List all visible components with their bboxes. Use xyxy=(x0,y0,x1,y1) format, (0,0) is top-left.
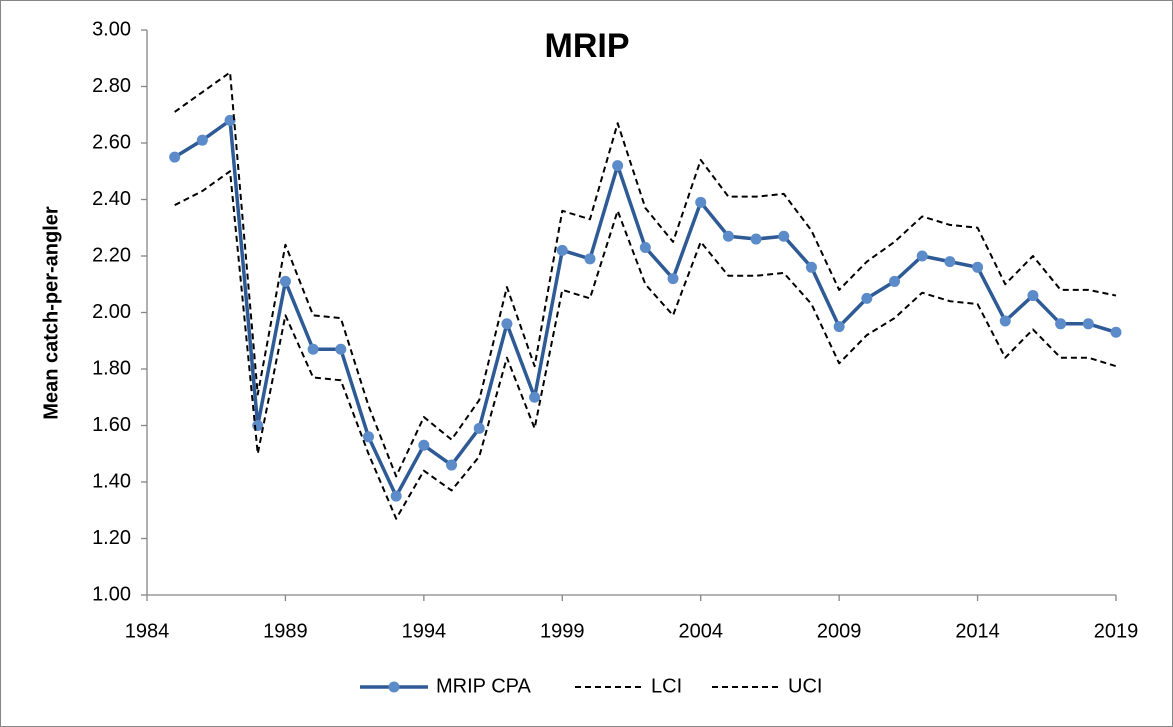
point xyxy=(473,422,485,434)
point xyxy=(1027,290,1039,302)
point xyxy=(999,315,1011,327)
x-tick-label: 2014 xyxy=(955,620,1000,642)
point xyxy=(1110,326,1122,338)
chart-title: MRIP xyxy=(545,27,630,65)
y-tick-label: 2.20 xyxy=(92,244,131,266)
point xyxy=(667,273,679,285)
x-tick-label: 1989 xyxy=(263,620,308,642)
x-tick-label: 2004 xyxy=(678,620,723,642)
ci-line xyxy=(174,170,1117,520)
point xyxy=(446,459,458,471)
x-tick-label: 2009 xyxy=(817,620,862,642)
legend-label: LCI xyxy=(651,675,682,697)
y-tick-label: 1.00 xyxy=(92,583,131,605)
point xyxy=(252,420,264,431)
point xyxy=(390,490,402,502)
point xyxy=(1082,318,1094,330)
point xyxy=(224,114,236,126)
point xyxy=(750,233,762,245)
point xyxy=(556,244,568,256)
y-tick-label: 3.00 xyxy=(92,18,131,40)
y-tick-label: 1.40 xyxy=(92,470,131,492)
legend-label: UCI xyxy=(788,675,822,697)
point xyxy=(861,292,873,304)
y-tick-label: 2.40 xyxy=(92,188,131,210)
ci-line xyxy=(174,71,1117,478)
point xyxy=(889,275,901,287)
point xyxy=(612,160,624,172)
point xyxy=(722,230,734,242)
point xyxy=(1055,318,1067,330)
x-tick-label: 1984 xyxy=(125,620,170,642)
point xyxy=(805,261,817,273)
y-tick-label: 1.80 xyxy=(92,357,131,379)
point xyxy=(529,391,541,403)
point xyxy=(916,250,928,262)
point xyxy=(972,261,984,273)
point xyxy=(584,253,596,265)
point xyxy=(944,256,956,268)
y-axis-label: Mean catch-per-angler xyxy=(40,206,62,420)
point xyxy=(169,151,181,163)
y-tick-label: 1.60 xyxy=(92,414,131,436)
y-tick-label: 2.80 xyxy=(92,75,131,97)
x-tick-label: 2019 xyxy=(1094,620,1139,642)
y-tick-label: 2.60 xyxy=(92,131,131,153)
point xyxy=(778,230,790,242)
point xyxy=(833,321,845,333)
point xyxy=(639,242,651,254)
y-tick-label: 2.00 xyxy=(92,301,131,323)
point xyxy=(279,275,291,287)
point xyxy=(501,318,513,330)
point xyxy=(695,196,707,208)
y-tick-label: 1.20 xyxy=(92,527,131,549)
x-tick-label: 1999 xyxy=(540,620,585,642)
point xyxy=(362,431,374,443)
legend-marker xyxy=(388,681,400,693)
point xyxy=(196,134,208,146)
point xyxy=(335,343,347,355)
point xyxy=(307,343,319,355)
point xyxy=(418,439,430,451)
x-tick-label: 1994 xyxy=(402,620,447,642)
legend-label: MRIP CPA xyxy=(436,675,531,697)
